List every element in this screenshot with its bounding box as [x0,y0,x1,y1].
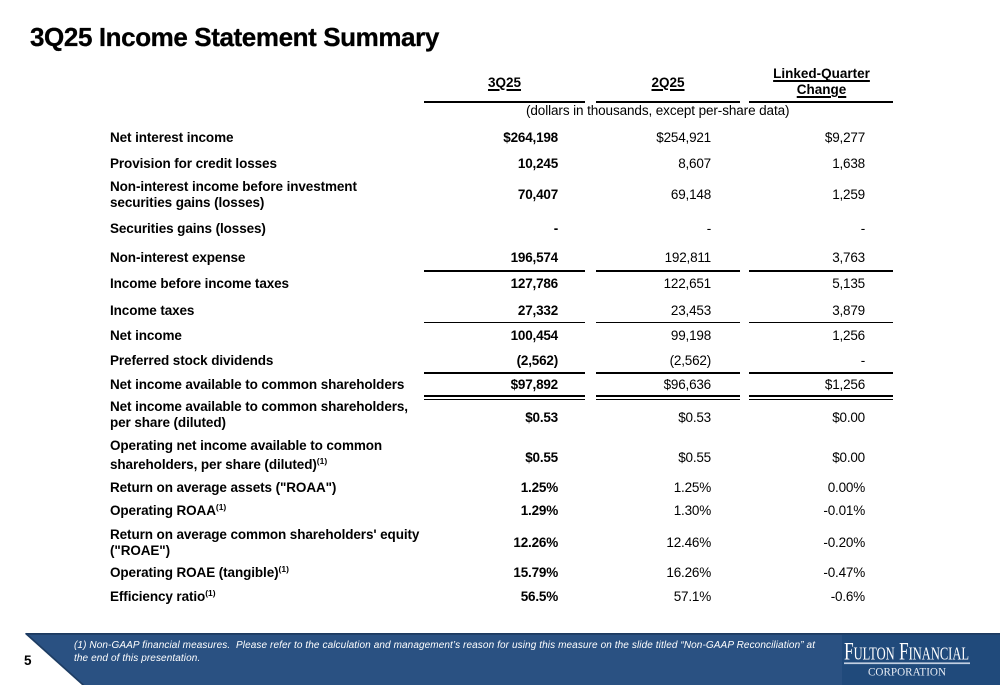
svg-text:CORPORATION: CORPORATION [868,667,947,679]
svg-text:Fulton Financial: Fulton Financial [844,639,969,666]
